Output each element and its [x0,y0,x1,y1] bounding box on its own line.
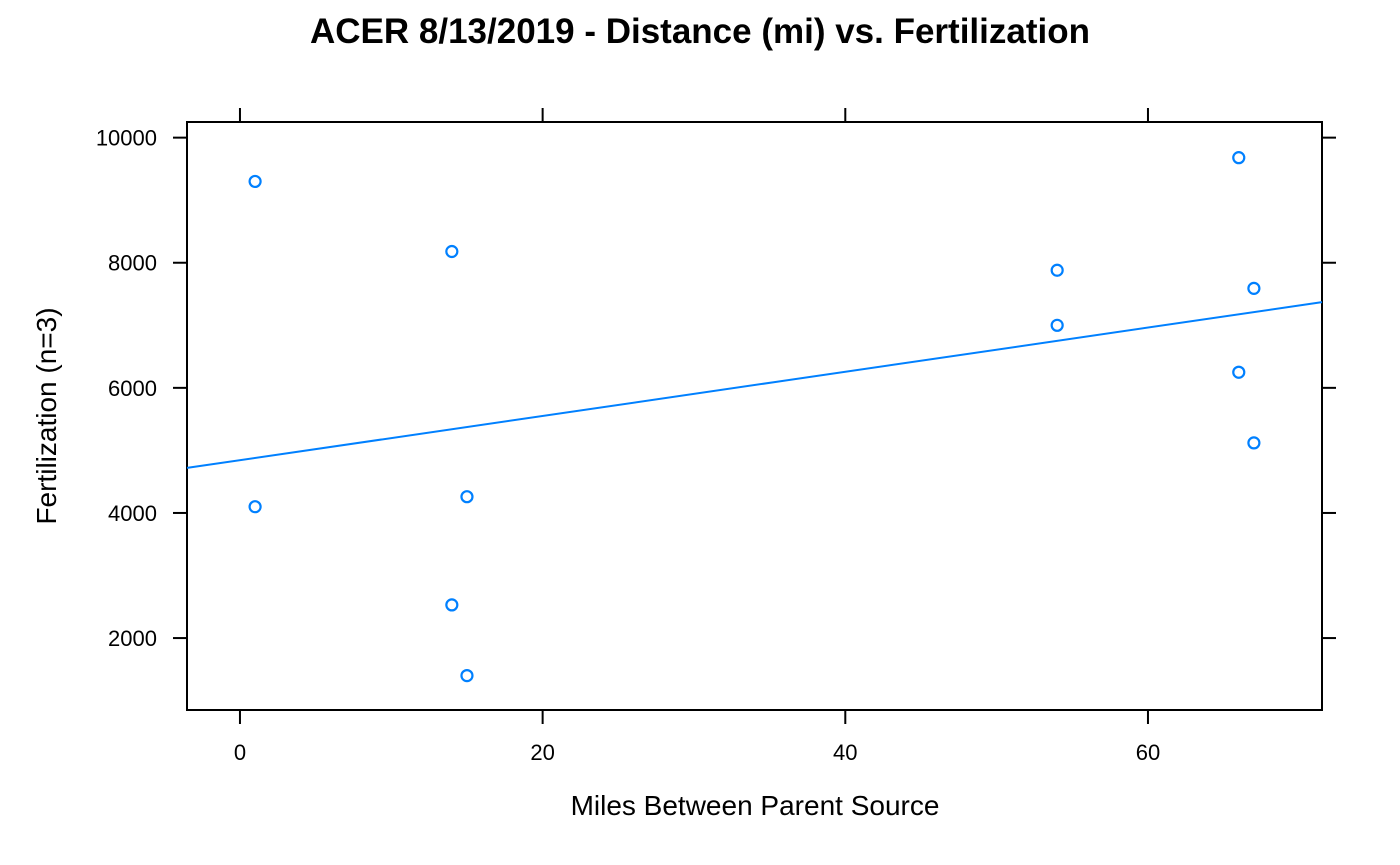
axis-ticks: 0 20 40 60 2000 4000 6000 8000 10000 [96,108,1336,765]
trend-line-group [186,301,1323,469]
data-point [1050,318,1064,332]
data-points [248,151,1261,683]
x-tick-label: 20 [530,740,554,765]
x-tick-label: 0 [234,740,246,765]
chart-title: ACER 8/13/2019 - Distance (mi) vs. Ferti… [310,12,1090,51]
data-point [460,668,474,683]
data-point [248,174,262,189]
plot-frame [186,121,1323,711]
data-point [445,244,459,259]
x-tick-label: 60 [1136,740,1160,765]
y-tick-label: 8000 [108,251,157,276]
data-point [1247,281,1261,295]
data-point [460,490,474,504]
data-point [1050,263,1064,277]
data-point [248,500,262,514]
data-point [445,598,459,612]
data-point [1232,151,1246,165]
x-tick-label: 40 [833,740,857,765]
y-axis-label: Fertilization (n=3) [31,307,62,524]
data-point [1232,365,1246,379]
y-tick-label: 10000 [96,126,157,151]
y-tick-label: 2000 [108,626,157,651]
trend-line [186,301,1323,469]
y-tick-label: 6000 [108,376,157,401]
data-point [1247,436,1261,450]
y-tick-label: 4000 [108,501,157,526]
x-axis-label: Miles Between Parent Source [571,790,940,821]
